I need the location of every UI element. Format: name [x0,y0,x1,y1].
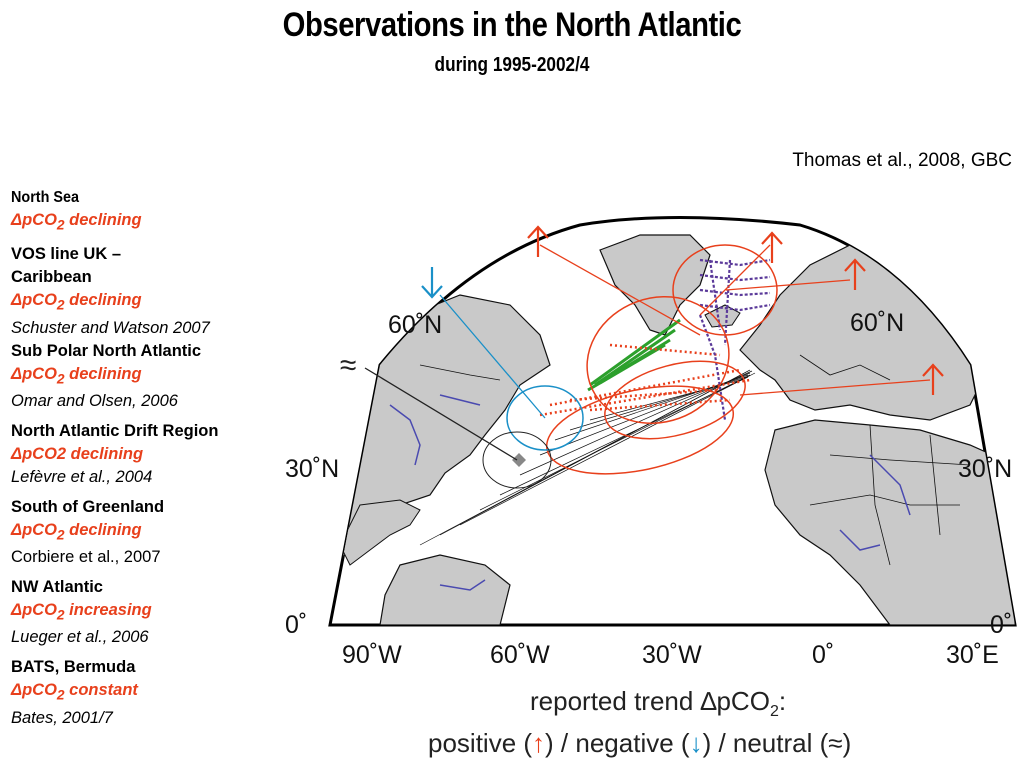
region-name: North Sea [11,189,80,206]
reference: Lueger et al., 2006 [11,628,149,647]
study-entry-subpolar: Sub Polar North Atlantic ΔpCO2 declining… [11,340,273,413]
positive-arrow-icon [761,231,783,263]
neutral-symbol-icon: ≈ [340,349,356,382]
citation: Thomas et al., 2008, GBC [792,150,1012,171]
reference: Corbiere et al., 2007 [11,548,161,567]
positive-arrow-icon: ↑ [532,728,546,758]
trend-text: ΔpCO2 constant [11,681,138,703]
region-name: VOS line UK – Caribbean [11,245,122,287]
reference: Lefèvre et al., 2004 [11,467,153,486]
greenland-pointer [699,244,771,316]
greenland-south-tracks [587,318,681,392]
page-subtitle: during 1995-2002/4 [434,54,590,76]
positive-arrow-icon [922,363,944,395]
region-name: North Atlantic Drift Region [11,421,219,440]
lat-label-30n-right: 30˚N [958,455,1012,483]
south-america-landmass [379,554,511,625]
positive-arrow-icon [844,258,866,290]
subpolar-region-ellipse [586,295,730,425]
reference: Bates, 2001/7 [11,708,113,727]
bats-region-circle [482,431,552,489]
region-name: BATS, Bermuda [11,658,136,677]
study-entry-north-sea: North Sea ΔpCO2 declining [11,186,273,236]
trend-text: ΔpCO2 declining [11,364,142,386]
legend-key: positive (↑) / negative (↓) / neutral (≈… [428,728,852,758]
region-name: Sub Polar North Atlantic [11,341,202,360]
north-sea-grid [698,258,771,421]
reference: Omar and Olsen, 2006 [11,391,178,410]
negative-arrow-icon [421,267,443,299]
lon-label-30e: 30˚E [946,641,999,669]
north-sea-pointer [725,279,851,291]
region-name: South of Greenland [11,497,165,516]
lon-label-30w: 30˚W [642,641,702,669]
trend-text: ΔpCO2 declining [11,211,142,233]
study-entry-nw-atlantic: NW Atlantic ΔpCO2 increasing Lueger et a… [11,576,273,649]
bats-pointer [364,367,518,461]
bats-station-marker [512,453,526,467]
lon-label-0: 0˚ [812,641,834,669]
trend-text: ΔpCO2 declining [11,520,142,543]
lat-label-0-right: 0˚ [990,611,1012,639]
drift-region-ellipse [604,360,746,440]
trend-text: ΔpCO2 declining [11,444,144,463]
lat-label-60n-right: 60˚N [850,309,904,337]
nw-atlantic-region-circle [506,385,584,451]
study-entry-drift: North Atlantic Drift Region ΔpCO2 declin… [11,420,273,489]
trend-text: ΔpCO2 declining [11,291,142,313]
region-name: NW Atlantic [11,578,103,597]
reference: Schuster and Watson 2007 [11,318,210,337]
study-entry-bats: BATS, Bermuda ΔpCO2 constant Bates, 2001… [11,656,273,729]
neutral-symbol-icon: ≈ [828,728,843,758]
positive-arrow-icon [527,225,549,257]
africa-landmass [764,419,1015,625]
lat-label-0-left: 0˚ [285,611,307,639]
greenland-landmass [599,234,711,336]
legend-heading: reported trend ∆pCO2: [530,686,787,721]
lon-label-60w: 60˚W [490,641,550,669]
lat-label-30n-left: 30˚N [285,455,339,483]
lon-label-90w: 90˚W [342,641,402,669]
negative-arrow-icon: ↓ [689,728,703,758]
trend-text: ΔpCO2 increasing [11,601,152,623]
north-atlantic-map: ≈ 60˚N 60˚N 30˚N 30˚N 0˚ 0˚ 90˚W 60˚W 30… [285,216,1017,669]
page-title: Observations in the North Atlantic [282,6,742,44]
study-list: North Sea ΔpCO2 declining VOS line UK – … [11,186,273,737]
study-entry-greenland: South of Greenland ΔpCO2 declining Corbi… [11,496,273,569]
lat-label-60n-left: 60˚N [388,311,442,339]
drift-pointer [739,379,931,396]
nw-atlantic-pointer [439,294,546,419]
study-entry-vos-line: VOS line UK – Caribbean ΔpCO2 declining … [11,243,273,339]
subpolar-pointer [539,244,701,336]
